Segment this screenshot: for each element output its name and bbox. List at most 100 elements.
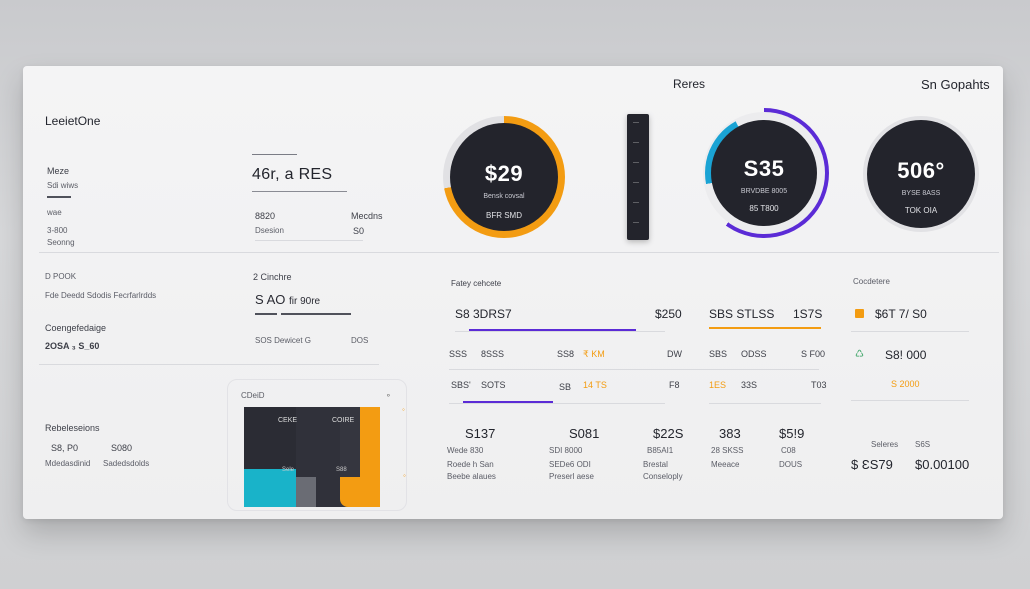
row3-c1: SBS' <box>451 380 471 390</box>
card-block-grey <box>296 477 316 507</box>
row1-col3: 1S7S <box>793 307 823 321</box>
gauge-1[interactable]: $29 Bensk covsal BFR SMD <box>443 116 565 238</box>
card-marker-icon: ◦ <box>402 405 405 414</box>
row1-col2: SBS STLSS <box>709 307 775 321</box>
row2-c8: S F00 <box>801 349 826 359</box>
block2-right-value: S0 <box>353 226 365 236</box>
divider <box>851 331 969 332</box>
stat-2-sub3: Preserl aese <box>549 472 594 481</box>
block2-value: 8820 <box>255 211 276 221</box>
block5-s1: Mdedasdinid <box>45 459 91 468</box>
stat-4-sub1: 28 SKSS <box>711 446 744 455</box>
divider <box>252 191 347 192</box>
stat-5-sub1: C08 <box>781 446 796 455</box>
card-col2-sub: S88 <box>336 467 347 473</box>
row1-label: S8 3DRS7 <box>455 307 512 321</box>
block1-sub: Sdi wiws <box>47 181 79 190</box>
slider-tick: — <box>633 140 639 146</box>
card-outline <box>227 379 407 511</box>
block2-sub2: Seonng <box>47 238 75 247</box>
row1-orange-bar <box>709 327 821 329</box>
mid-value-suffix: fir 90re <box>288 296 321 307</box>
block2-label: wae <box>47 208 62 217</box>
stat-3-sub2: Brestal <box>643 460 668 469</box>
block3-value: 2 Cinchre <box>253 272 292 282</box>
far-right-row3: S 2000 <box>891 379 920 389</box>
gauge-3-face: 506° BYSE 8ASS TOK OIA <box>867 120 975 228</box>
right-section-label: Fatey cehcete <box>451 279 502 288</box>
far-right-bottom-label2: S6S <box>915 440 931 449</box>
brand-title: LeeietOne <box>45 114 101 128</box>
block5-label: Rebeleseions <box>45 423 100 433</box>
orange-square-icon <box>855 309 864 318</box>
slider-tick: — <box>633 160 639 166</box>
stat-2-sub1: SDI 8000 <box>549 446 583 455</box>
card-graphic[interactable]: CEKE COIRE Sele S88 <box>244 407 380 507</box>
row2-c1: SSS <box>449 349 468 359</box>
block2-right-label: Mecdns <box>351 211 383 221</box>
card-col2-label: COIRE <box>332 417 355 424</box>
divider <box>449 403 665 404</box>
mid-underline <box>255 313 277 315</box>
stat-5-value: $5!9 <box>779 426 805 441</box>
mid-value-main: S AO <box>255 292 286 307</box>
gauge-2[interactable]: S35 BRVDBE 8005 85 T800 <box>699 108 829 238</box>
stat-2-sub2: SEDe6 ODI <box>549 460 591 469</box>
green-check-icon: ♺ <box>855 349 864 360</box>
block1-label: Meze <box>47 166 70 176</box>
gauge-1-face: $29 Bensk covsal BFR SMD <box>450 123 558 231</box>
gauge-1-value: $29 <box>484 161 524 186</box>
header-right-label[interactable]: Sn Gopahts <box>921 77 990 92</box>
mid-underline <box>281 313 351 315</box>
row2-c3: SS8 <box>557 349 575 359</box>
stat-2-value: S081 <box>569 426 600 441</box>
header-center-label: Reres <box>673 77 706 91</box>
block4-mid-sub: SOS Dewicet G <box>255 336 312 345</box>
gauge-2-sub2: 85 T800 <box>749 204 779 213</box>
row2-c7: ODSS <box>741 349 767 359</box>
stat-1-value: S137 <box>465 426 496 441</box>
row2-c5: DW <box>667 349 682 359</box>
row1-progress <box>469 329 636 331</box>
divider <box>39 364 379 365</box>
row3-c5: F8 <box>669 380 680 390</box>
gauge-2-sub1: BRVDBE 8005 <box>740 188 788 195</box>
block4-value: 2OSA ₃ S_60 <box>45 341 100 351</box>
gauge-1-sub2: BFR SMD <box>486 211 522 220</box>
block3-sub: Fde Deedd Sdodis Fecrfarlrdds <box>45 291 157 300</box>
stat-1-sub3: Beebe alaues <box>447 472 496 481</box>
far-right-row1: $6T 7/ S0 <box>875 307 927 321</box>
card-col1-sub: Sele <box>282 467 295 473</box>
row3-c2: SOTS <box>481 380 506 390</box>
slider-tick: — <box>633 120 639 126</box>
divider <box>455 331 665 332</box>
gauge-2-face: S35 BRVDBE 8005 85 T800 <box>711 120 817 226</box>
stat-1-sub1: Wede 830 <box>447 446 484 455</box>
block5-v2: S080 <box>111 443 133 453</box>
gauge-3-value: 506° <box>897 158 945 183</box>
dashboard-panel: Reres Sn Gopahts LeeietOne Meze Sdi wiws… <box>23 66 1003 519</box>
divider <box>851 400 969 401</box>
divider <box>709 403 821 404</box>
slider-tick: — <box>633 180 639 186</box>
divider <box>255 240 363 241</box>
stat-3-sub3: Conseloply <box>643 472 683 481</box>
section-divider <box>39 252 999 253</box>
far-right-bottom-v2: $0.00100 <box>915 457 970 472</box>
gauge-2-value: S35 <box>743 156 785 181</box>
far-right-bottom-label1: Seleres <box>871 440 899 449</box>
row3-progress <box>463 401 553 403</box>
block1-value: 46r, a RES <box>252 166 333 183</box>
gauge-3[interactable]: 506° BYSE 8ASS TOK OIA <box>863 116 979 232</box>
slider-tick: — <box>633 220 639 226</box>
vertical-slider[interactable]: — — — — — — <box>627 114 649 240</box>
far-right-row2: S8! 000 <box>885 348 927 362</box>
card-title: CDeiD <box>241 391 265 400</box>
stat-4-sub2: Meeace <box>711 460 740 469</box>
block4-label: Coengefedaige <box>45 323 107 333</box>
gauge-3-sub1: BYSE 8ASS <box>901 190 941 197</box>
card-col1-label: CEKE <box>278 417 298 424</box>
card-dot-icon: ⚬ <box>385 391 392 400</box>
row3-c7: 33S <box>741 380 758 390</box>
row2-c2: 8SSS <box>481 349 505 359</box>
